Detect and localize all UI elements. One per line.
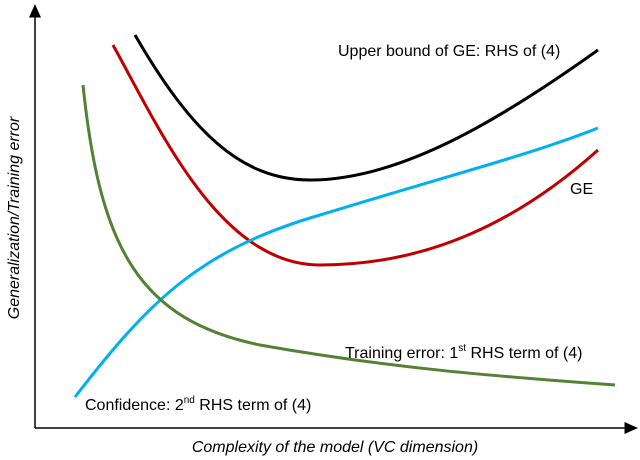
label-part: st (458, 343, 466, 354)
label-part: nd (184, 395, 195, 406)
curve-label: Training error: 1st RHS term of (4) (345, 343, 582, 362)
label-part: RHS term of (4) (466, 345, 582, 362)
curve-label: GE (570, 181, 593, 198)
x-axis-label: Complexity of the model (VC dimension) (192, 439, 478, 456)
label-part: Upper bound of GE: RHS of (4) (338, 43, 560, 60)
label-part: Training error: 1 (345, 345, 458, 362)
label-part: GE (570, 181, 593, 198)
y-axis-label: Generalization/Training error (6, 116, 23, 319)
label-part: Confidence: 2 (85, 397, 184, 414)
label-part: RHS term of (4) (195, 397, 311, 414)
curve-label: Confidence: 2nd RHS term of (4) (85, 395, 311, 414)
confidence-curve (73, 126, 599, 398)
training-error-curve (81, 84, 616, 387)
curve-label: Upper bound of GE: RHS of (4) (338, 43, 560, 60)
ge-curve (111, 44, 600, 267)
upper-bound-curve (133, 34, 599, 182)
